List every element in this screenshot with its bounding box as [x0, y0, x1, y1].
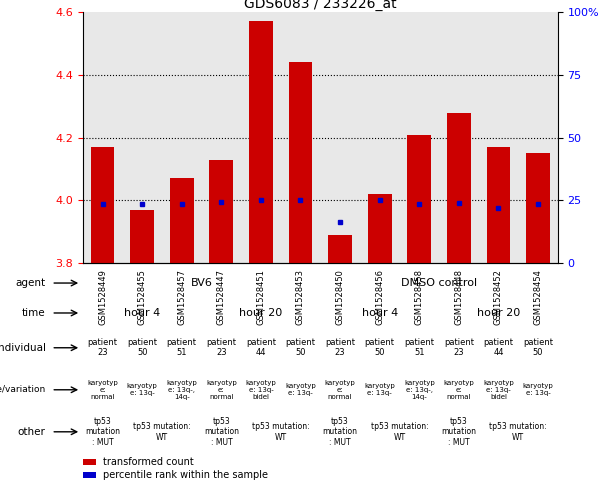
Text: patient
50: patient 50	[127, 338, 157, 357]
Text: patient
23: patient 23	[444, 338, 474, 357]
Text: karyotyp
e: 13q-: karyotyp e: 13q-	[364, 384, 395, 396]
Text: tp53 mutation:
WT: tp53 mutation: WT	[489, 422, 547, 441]
Text: other: other	[18, 427, 45, 437]
Text: karyotyp
e:
normal: karyotyp e: normal	[325, 380, 356, 400]
Text: patient
23: patient 23	[325, 338, 355, 357]
Text: karyotyp
e: 13q-,
14q-: karyotyp e: 13q-, 14q-	[404, 380, 435, 400]
Bar	[289, 62, 313, 263]
Text: BV6: BV6	[191, 278, 213, 288]
Text: karyotyp
e: 13q-: karyotyp e: 13q-	[523, 384, 554, 396]
Bar	[526, 153, 550, 263]
Bar	[131, 210, 154, 263]
Text: patient
50: patient 50	[286, 338, 316, 357]
Bar	[83, 472, 96, 478]
Text: karyotyp
e: 13q-
bidel: karyotyp e: 13q- bidel	[246, 380, 276, 400]
Text: patient
44: patient 44	[246, 338, 276, 357]
Text: karyotyp
e: 13q-: karyotyp e: 13q-	[285, 384, 316, 396]
Text: karyotyp
e:
normal: karyotyp e: normal	[443, 380, 474, 400]
Bar	[447, 113, 471, 263]
Text: hour 20: hour 20	[477, 308, 520, 318]
Text: karyotyp
e: 13q-
bidel: karyotyp e: 13q- bidel	[483, 380, 514, 400]
Text: transformed count: transformed count	[103, 457, 194, 467]
Text: patient
50: patient 50	[523, 338, 553, 357]
Text: patient
51: patient 51	[167, 338, 197, 357]
Text: karyotyp
e:
normal: karyotyp e: normal	[87, 380, 118, 400]
Text: hour 4: hour 4	[124, 308, 160, 318]
Text: tp53
mutation
: MUT: tp53 mutation : MUT	[85, 417, 120, 447]
Text: tp53 mutation:
WT: tp53 mutation: WT	[252, 422, 310, 441]
Text: DMSO control: DMSO control	[401, 278, 477, 288]
Text: karyotyp
e:
normal: karyotyp e: normal	[206, 380, 237, 400]
Text: tp53
mutation
: MUT: tp53 mutation : MUT	[441, 417, 476, 447]
Bar	[83, 459, 96, 465]
Bar	[487, 147, 510, 263]
Bar	[249, 21, 273, 263]
Bar	[91, 147, 115, 263]
Text: patient
50: patient 50	[365, 338, 395, 357]
Text: time: time	[22, 308, 45, 318]
Text: tp53
mutation
: MUT: tp53 mutation : MUT	[322, 417, 357, 447]
Text: individual: individual	[0, 343, 45, 353]
Text: percentile rank within the sample: percentile rank within the sample	[103, 470, 268, 480]
Text: karyotyp
e: 13q-,
14q-: karyotyp e: 13q-, 14q-	[166, 380, 197, 400]
Bar	[328, 235, 352, 263]
Text: patient
51: patient 51	[404, 338, 434, 357]
Text: tp53 mutation:
WT: tp53 mutation: WT	[371, 422, 428, 441]
Text: genotype/variation: genotype/variation	[0, 385, 45, 394]
Text: agent: agent	[15, 278, 45, 288]
Bar	[368, 194, 392, 263]
Bar	[408, 134, 431, 263]
Text: hour 20: hour 20	[239, 308, 283, 318]
Bar	[210, 159, 233, 263]
Text: karyotyp
e: 13q-: karyotyp e: 13q-	[127, 384, 158, 396]
Text: hour 4: hour 4	[362, 308, 398, 318]
Bar	[170, 178, 194, 263]
Title: GDS6083 / 233226_at: GDS6083 / 233226_at	[244, 0, 397, 11]
Text: tp53
mutation
: MUT: tp53 mutation : MUT	[204, 417, 239, 447]
Text: tp53 mutation:
WT: tp53 mutation: WT	[133, 422, 191, 441]
Text: patient
44: patient 44	[484, 338, 514, 357]
Text: patient
23: patient 23	[207, 338, 237, 357]
Text: patient
23: patient 23	[88, 338, 118, 357]
